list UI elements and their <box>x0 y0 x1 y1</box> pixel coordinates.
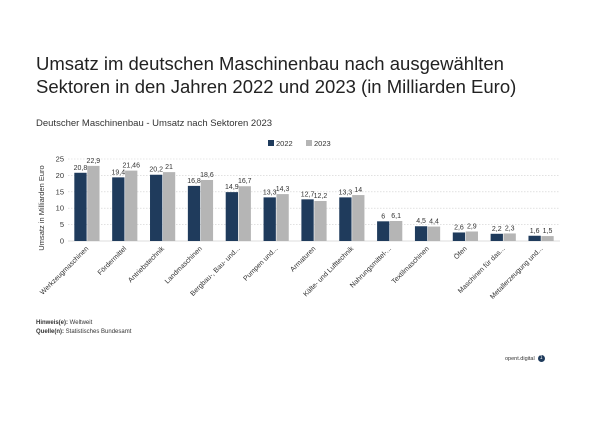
bar <box>389 220 403 241</box>
x-tick-label: Antriebstechnik <box>127 245 166 284</box>
data-label: 13,3 <box>339 189 353 196</box>
data-label: 20,8 <box>74 165 88 172</box>
bar <box>200 179 214 241</box>
data-label: 2,6 <box>454 224 464 231</box>
bar <box>377 221 390 241</box>
x-tick-label: Werkzeugmaschinen <box>39 245 90 296</box>
legend-swatch <box>268 140 274 146</box>
data-label: 16,7 <box>238 178 252 185</box>
brand-name: opent.digital <box>505 355 535 362</box>
y-tick-label: 0 <box>60 237 64 246</box>
data-label: 2,2 <box>492 226 502 233</box>
data-label: 6 <box>381 213 385 220</box>
x-tick-label: Landmaschinen <box>164 245 204 285</box>
data-label: 22,9 <box>87 158 101 165</box>
bars <box>74 165 554 241</box>
y-tick-label: 10 <box>56 204 64 213</box>
y-tick-label: 5 <box>60 220 64 229</box>
data-label: 12,7 <box>301 191 315 198</box>
bar <box>187 185 201 241</box>
data-label: 2,9 <box>467 223 477 230</box>
y-tick-label: 15 <box>56 187 64 196</box>
bar <box>162 172 176 241</box>
source-text: Statistisches Bundesamt <box>64 329 132 335</box>
x-tick-label: Öfen <box>452 245 468 261</box>
data-label: 1,6 <box>530 228 540 235</box>
bar <box>125 170 138 241</box>
bar <box>225 192 239 241</box>
legend-swatch <box>306 140 312 146</box>
bar <box>490 233 503 241</box>
y-tick-label: 25 <box>56 155 64 164</box>
bar <box>352 195 365 241</box>
chart-title: Umsatz im deutschen Maschinenbau nach au… <box>36 53 517 97</box>
bar <box>263 197 276 241</box>
bar <box>87 165 100 241</box>
bar <box>74 172 87 241</box>
data-label: 4,4 <box>429 219 439 226</box>
data-label: 20,2 <box>149 167 163 174</box>
data-label: 19,4 <box>112 169 126 176</box>
bar <box>339 197 352 241</box>
value-labels: 20,822,9 19,421,46 20,2 21 16,818,6 14,916,7 1… <box>74 158 553 235</box>
brand[interactable]: opent.digital 1 <box>505 355 545 362</box>
bar <box>314 200 327 241</box>
bar <box>112 177 125 241</box>
bar <box>528 235 541 241</box>
data-label: 16,8 <box>187 178 201 185</box>
footer-note: Hinweis(e): Weltweit <box>36 320 92 326</box>
bar <box>427 226 441 241</box>
x-tick-label: Textilmaschinen <box>391 245 431 285</box>
legend-label: 2022 <box>276 139 293 148</box>
note-label: Hinweis(e): <box>36 320 69 326</box>
x-tick-label: Armaturen <box>289 245 317 273</box>
data-label: 13,3 <box>263 189 277 196</box>
data-label: 1,5 <box>543 228 553 235</box>
data-label: 21 <box>165 164 173 171</box>
x-tick-label: Fördermittel <box>97 245 129 277</box>
bar <box>150 174 163 241</box>
y-axis-label: Umsatz in Milliarden Euro <box>37 165 46 250</box>
bar <box>452 232 466 241</box>
data-label: 14,3 <box>276 186 290 193</box>
bar <box>503 233 516 241</box>
chart-subtitle: Deutscher Maschinenbau - Umsatz nach Sek… <box>36 118 273 129</box>
x-tick-label: Nahrungsmittel-... <box>349 245 393 289</box>
bar <box>414 226 428 241</box>
footer-source: Quelle(n): Statistisches Bundesamt <box>36 329 131 335</box>
bar <box>541 236 554 241</box>
bar <box>465 231 478 241</box>
x-axis-ticks: Werkzeugmaschinen Fördermittel Antriebstec… <box>39 245 544 301</box>
y-tick-label: 20 <box>56 171 64 180</box>
bar <box>301 199 314 241</box>
legend: 2022 2023 <box>268 139 331 148</box>
data-label: 12,2 <box>314 193 328 200</box>
data-label: 6,1 <box>391 213 401 220</box>
x-tick-label: Pumpen und... <box>242 245 279 282</box>
bar <box>276 194 289 241</box>
data-label: 4,5 <box>416 218 426 225</box>
data-label: 18,6 <box>200 172 214 179</box>
data-label: 2,3 <box>505 225 515 232</box>
data-label: 21,46 <box>122 163 140 170</box>
source-label: Quelle(n): <box>36 329 64 335</box>
note-text: Weltweit <box>68 320 93 326</box>
legend-label: 2023 <box>314 139 331 148</box>
data-label: 14,9 <box>225 184 239 191</box>
brand-logo-icon: 1 <box>537 355 545 362</box>
bar <box>238 186 251 241</box>
y-axis-ticks: 0 5 10 15 20 25 <box>56 155 64 246</box>
data-label: 14 <box>354 187 362 194</box>
grid <box>68 158 560 242</box>
